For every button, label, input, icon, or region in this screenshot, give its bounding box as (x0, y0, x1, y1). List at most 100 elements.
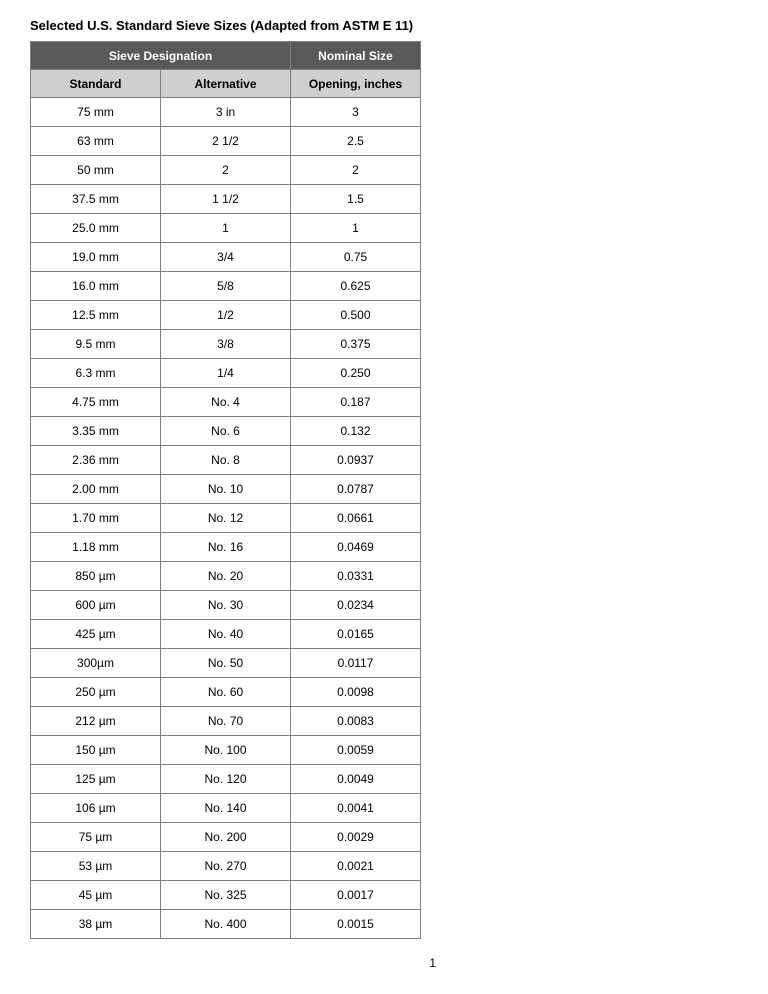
cell-standard: 6.3 mm (31, 359, 161, 388)
cell-alternative: No. 8 (161, 446, 291, 475)
cell-alternative: 1 (161, 214, 291, 243)
cell-alternative: No. 12 (161, 504, 291, 533)
cell-standard: 37.5 mm (31, 185, 161, 214)
table-row: 25.0 mm11 (31, 214, 421, 243)
cell-standard: 850 µm (31, 562, 161, 591)
table-row: 50 mm22 (31, 156, 421, 185)
cell-opening: 0.0083 (291, 707, 421, 736)
cell-alternative: No. 200 (161, 823, 291, 852)
cell-standard: 38 µm (31, 910, 161, 939)
cell-alternative: 3/8 (161, 330, 291, 359)
cell-standard: 150 µm (31, 736, 161, 765)
cell-alternative: No. 4 (161, 388, 291, 417)
cell-standard: 53 µm (31, 852, 161, 881)
table-row: 2.36 mmNo. 80.0937 (31, 446, 421, 475)
cell-standard: 1.70 mm (31, 504, 161, 533)
table-head: Sieve Designation Nominal Size Standard … (31, 42, 421, 98)
table-row: 12.5 mm1/20.500 (31, 301, 421, 330)
cell-opening: 0.0469 (291, 533, 421, 562)
header-nominal: Nominal Size (291, 42, 421, 70)
cell-standard: 9.5 mm (31, 330, 161, 359)
cell-opening: 3 (291, 98, 421, 127)
table-row: 1.70 mmNo. 120.0661 (31, 504, 421, 533)
cell-alternative: No. 16 (161, 533, 291, 562)
cell-alternative: 2 (161, 156, 291, 185)
header-row-1: Sieve Designation Nominal Size (31, 42, 421, 70)
cell-opening: 0.375 (291, 330, 421, 359)
table-row: 38 µmNo. 4000.0015 (31, 910, 421, 939)
table-row: 53 µmNo. 2700.0021 (31, 852, 421, 881)
table-row: 4.75 mmNo. 40.187 (31, 388, 421, 417)
table-row: 1.18 mmNo. 160.0469 (31, 533, 421, 562)
table-row: 600 µmNo. 300.0234 (31, 591, 421, 620)
cell-opening: 0.625 (291, 272, 421, 301)
cell-alternative: No. 30 (161, 591, 291, 620)
cell-standard: 19.0 mm (31, 243, 161, 272)
table-row: 75 µmNo. 2000.0029 (31, 823, 421, 852)
cell-alternative: 3/4 (161, 243, 291, 272)
cell-opening: 0.500 (291, 301, 421, 330)
cell-alternative: 2 1/2 (161, 127, 291, 156)
cell-alternative: No. 6 (161, 417, 291, 446)
cell-standard: 4.75 mm (31, 388, 161, 417)
cell-standard: 600 µm (31, 591, 161, 620)
cell-alternative: 1/2 (161, 301, 291, 330)
cell-opening: 0.0059 (291, 736, 421, 765)
cell-alternative: No. 20 (161, 562, 291, 591)
table-row: 106 µmNo. 1400.0041 (31, 794, 421, 823)
cell-alternative: No. 10 (161, 475, 291, 504)
cell-opening: 0.0331 (291, 562, 421, 591)
table-row: 850 µmNo. 200.0331 (31, 562, 421, 591)
cell-opening: 0.0117 (291, 649, 421, 678)
table-row: 212 µmNo. 700.0083 (31, 707, 421, 736)
cell-alternative: No. 270 (161, 852, 291, 881)
header-opening: Opening, inches (291, 70, 421, 98)
header-designation: Sieve Designation (31, 42, 291, 70)
table-row: 19.0 mm3/40.75 (31, 243, 421, 272)
table-row: 2.00 mmNo. 100.0787 (31, 475, 421, 504)
table-row: 16.0 mm5/80.625 (31, 272, 421, 301)
header-standard: Standard (31, 70, 161, 98)
cell-opening: 0.187 (291, 388, 421, 417)
table-row: 125 µmNo. 1200.0049 (31, 765, 421, 794)
page: Selected U.S. Standard Sieve Sizes (Adap… (0, 0, 768, 994)
table-row: 3.35 mmNo. 60.132 (31, 417, 421, 446)
cell-opening: 0.0165 (291, 620, 421, 649)
cell-opening: 0.75 (291, 243, 421, 272)
cell-alternative: 1 1/2 (161, 185, 291, 214)
table-row: 425 µmNo. 400.0165 (31, 620, 421, 649)
header-row-2: Standard Alternative Opening, inches (31, 70, 421, 98)
cell-standard: 2.00 mm (31, 475, 161, 504)
cell-alternative: No. 120 (161, 765, 291, 794)
cell-alternative: No. 50 (161, 649, 291, 678)
cell-standard: 63 mm (31, 127, 161, 156)
cell-opening: 0.0015 (291, 910, 421, 939)
sieve-table: Sieve Designation Nominal Size Standard … (30, 41, 421, 939)
cell-opening: 0.0937 (291, 446, 421, 475)
cell-opening: 1.5 (291, 185, 421, 214)
cell-standard: 12.5 mm (31, 301, 161, 330)
cell-standard: 50 mm (31, 156, 161, 185)
cell-alternative: No. 60 (161, 678, 291, 707)
table-row: 9.5 mm3/80.375 (31, 330, 421, 359)
cell-alternative: 1/4 (161, 359, 291, 388)
cell-opening: 0.0098 (291, 678, 421, 707)
cell-opening: 0.0049 (291, 765, 421, 794)
table-row: 6.3 mm1/40.250 (31, 359, 421, 388)
cell-alternative: No. 100 (161, 736, 291, 765)
cell-opening: 2.5 (291, 127, 421, 156)
table-body: 75 mm3 in363 mm2 1/22.550 mm2237.5 mm1 1… (31, 98, 421, 939)
table-row: 250 µmNo. 600.0098 (31, 678, 421, 707)
cell-alternative: No. 400 (161, 910, 291, 939)
cell-alternative: No. 325 (161, 881, 291, 910)
cell-opening: 0.0017 (291, 881, 421, 910)
cell-opening: 2 (291, 156, 421, 185)
cell-alternative: 3 in (161, 98, 291, 127)
cell-alternative: No. 140 (161, 794, 291, 823)
cell-standard: 16.0 mm (31, 272, 161, 301)
table-row: 37.5 mm1 1/21.5 (31, 185, 421, 214)
page-title: Selected U.S. Standard Sieve Sizes (Adap… (30, 18, 738, 33)
cell-standard: 125 µm (31, 765, 161, 794)
cell-alternative: 5/8 (161, 272, 291, 301)
cell-standard: 75 mm (31, 98, 161, 127)
